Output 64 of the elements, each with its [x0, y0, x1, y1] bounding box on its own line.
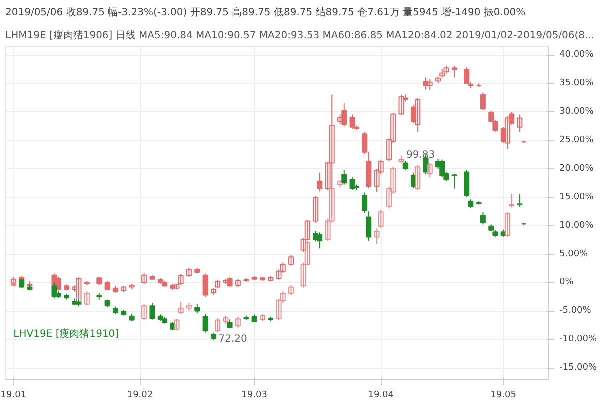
x-tick-label: 19.01 [0, 390, 27, 400]
candlestick [129, 283, 135, 290]
chart-title: 2019/05/06 收89.75 幅-3.23%(-3.00) 开89.75 高89.75 低89.75 结89.75 仓7.61万 量5945 增-1490 振0.00% [6, 6, 526, 18]
candlestick [150, 274, 156, 281]
candlestick [509, 193, 514, 208]
candlestick [398, 94, 404, 116]
y-tick-label: 20.00% [560, 164, 594, 174]
y-tick-label: 25.00% [560, 135, 594, 146]
candlestick [142, 273, 148, 285]
candlestick [338, 180, 344, 188]
candlestick [186, 267, 192, 278]
candlestick [415, 98, 421, 132]
x-tick-label: 19.05 [490, 390, 516, 400]
y-tick-label: 30.00% [560, 106, 594, 117]
y-tick-label: 10.00% [560, 220, 594, 231]
x-tick-label: 19.04 [368, 390, 394, 400]
candlestick [374, 228, 380, 245]
candlestick [517, 114, 523, 132]
y-tick-label: 40.00% [560, 50, 594, 60]
candlestick [186, 302, 192, 312]
candlestick [268, 276, 274, 282]
candlestick [288, 285, 294, 296]
candlestick [338, 114, 344, 125]
y-tick-label: 15.00% [560, 192, 594, 202]
candlestick [223, 278, 229, 284]
candlestick [440, 68, 446, 78]
y-tick-label: -15.00% [560, 363, 598, 374]
y-tick-label: 0% [560, 278, 574, 288]
candlestick [313, 196, 319, 224]
candlestick [174, 318, 180, 332]
candlestick [215, 318, 221, 333]
annotation: 72.20 [218, 334, 248, 346]
candlestick [84, 280, 90, 286]
text: LHM19E [瘦肉猪1906] 日线 MA5:90.84 MA10:90.57 MA20:93.53 MA60:86.85 MA120:84.02 2019/01/02-2019/05/06(8... [6, 30, 595, 42]
y-tick-label: -5.00% [560, 306, 592, 316]
candlestick [504, 116, 510, 150]
candlestick [142, 304, 148, 321]
x-tick-label: 19.03 [242, 390, 268, 400]
candlestick [235, 278, 241, 288]
candlestick [178, 302, 184, 315]
y-tick-label: 35.00% [560, 78, 594, 88]
y-tick-label: -10.00% [560, 334, 598, 345]
candlestick [378, 209, 384, 229]
series-label: LHV19E [瘦肉猪1910] [14, 328, 120, 340]
candlestick [121, 286, 127, 293]
candlestick [178, 274, 184, 286]
candlestick [288, 254, 294, 266]
annotation: 99.83 [406, 150, 436, 161]
candlestick [252, 276, 258, 281]
candlestick [444, 65, 450, 74]
candlestick [504, 212, 510, 238]
y-tick-label: 5.00% [560, 249, 589, 260]
candlestick [223, 315, 229, 324]
candlestick [84, 290, 90, 306]
candlestick [436, 76, 442, 84]
candlestick [235, 316, 241, 329]
candlestick [452, 66, 458, 78]
x-tick-label: 19.02 [127, 390, 154, 400]
candlestick [260, 276, 266, 282]
candlestick [260, 314, 266, 322]
candlestick [398, 155, 404, 164]
candlestick [415, 164, 421, 192]
candlestick [427, 79, 433, 91]
candlestick [427, 162, 433, 178]
